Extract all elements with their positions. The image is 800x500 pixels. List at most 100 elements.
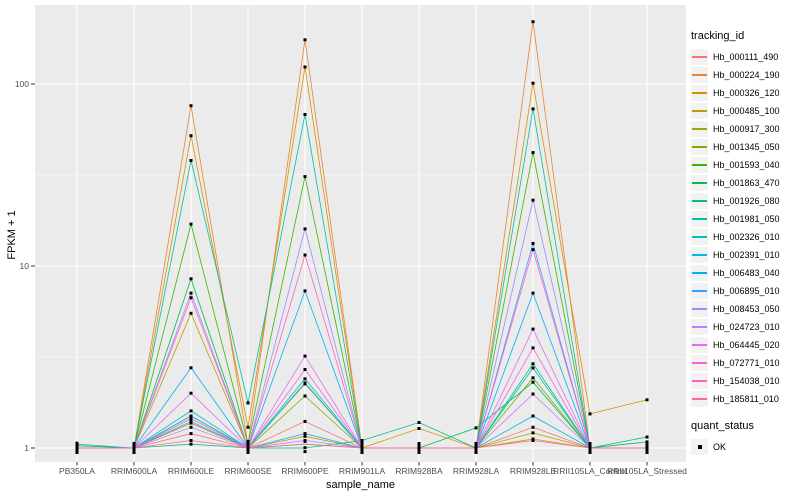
data-point: [303, 450, 307, 454]
legend-item-label: Hb_185811_010: [713, 394, 779, 404]
data-point: [303, 446, 307, 450]
legend-line-swatch: [692, 74, 707, 76]
data-point: [303, 38, 307, 42]
data-point: [246, 448, 250, 452]
data-point: [417, 447, 421, 451]
data-point: [132, 444, 136, 448]
legend-item-label: Hb_064445_020: [713, 340, 780, 350]
data-point: [531, 291, 535, 295]
data-point: [531, 439, 535, 442]
legend-item-label: Hb_002391_010: [713, 250, 780, 260]
data-point: [531, 107, 535, 111]
legend-key-line-icon: [691, 301, 708, 317]
data-point: [360, 449, 364, 453]
data-point: [189, 159, 193, 162]
legend-key-line-icon: [691, 175, 708, 191]
data-point: [303, 227, 307, 231]
data-point: [303, 65, 307, 69]
data-point: [189, 277, 193, 281]
legend-item-label: Hb_000485_100: [713, 106, 780, 116]
legend-item-label: OK: [713, 442, 727, 452]
data-point: [588, 449, 592, 453]
legend-key-line-icon: [691, 283, 708, 299]
legend-item: Hb_000485_100: [691, 102, 797, 120]
legend-item: Hb_008453_050: [691, 300, 797, 318]
legend-key-line-icon: [691, 391, 708, 407]
legend-key-line-icon: [691, 229, 708, 245]
data-point: [417, 427, 421, 430]
data-point: [75, 442, 79, 446]
legend-item: Hb_000917_300: [691, 120, 797, 138]
data-point: [645, 448, 649, 452]
legend-item: Hb_154038_010: [691, 372, 797, 390]
x-tick-label: RRIM928LE: [510, 466, 557, 476]
legend-line-swatch: [692, 380, 707, 382]
data-point: [474, 426, 478, 430]
data-point: [189, 296, 193, 300]
legend-item: Hb_001345_050: [691, 138, 797, 156]
x-tick-label: RRIM600LA: [111, 466, 158, 476]
data-point: [417, 443, 421, 447]
data-point: [303, 253, 307, 257]
data-point: [246, 425, 250, 429]
data-point: [246, 442, 250, 445]
data-point: [303, 289, 307, 293]
legend-line-swatch: [692, 128, 707, 130]
data-point: [645, 444, 649, 448]
data-point: [75, 450, 79, 454]
legend-item-label: Hb_001345_050: [713, 142, 780, 152]
legend-item: Hb_001863_470: [691, 174, 797, 192]
data-point: [189, 391, 193, 395]
legend-key-line-icon: [691, 247, 708, 263]
data-point: [531, 20, 535, 24]
x-tick-label: RRIM901LA: [339, 466, 386, 476]
legend-item: Hb_185811_010: [691, 390, 797, 408]
data-point: [645, 442, 649, 445]
data-point: [531, 431, 535, 435]
tracking-id-legend-items: Hb_000111_490 Hb_000224_190 Hb_000326_120 H…: [691, 48, 797, 408]
data-point: [645, 435, 649, 439]
data-point: [531, 346, 535, 350]
data-point: [531, 414, 535, 418]
data-point: [132, 442, 136, 445]
data-point: [189, 311, 193, 315]
legend-line-swatch: [692, 56, 707, 58]
legend-item-label: Hb_006895_010: [713, 286, 780, 296]
legend-line-swatch: [692, 398, 707, 400]
x-tick-label: RRIM600LE: [168, 466, 215, 476]
quant-status-legend: quant_status OK: [691, 420, 797, 456]
legend-item-label: Hb_000224_190: [713, 70, 780, 80]
data-point: [246, 439, 250, 443]
x-tick-label: PB350LA: [59, 466, 95, 476]
x-tick-label: RRIM928BA: [395, 466, 443, 476]
legend-item-label: Hb_154038_010: [713, 376, 780, 386]
data-point: [189, 222, 193, 226]
legend-line-swatch: [692, 110, 707, 112]
data-point: [645, 398, 649, 402]
x-tick-label: RRII105LA_Control: [553, 466, 627, 476]
data-point: [360, 442, 364, 445]
data-point: [246, 445, 250, 449]
legend-title-tracking-id: tracking_id: [691, 30, 745, 42]
legend-item: Hb_002326_010: [691, 228, 797, 246]
legend-key-line-icon: [691, 85, 708, 101]
legend-item-label: Hb_001926_080: [713, 196, 780, 206]
legend-item: Hb_000224_190: [691, 66, 797, 84]
legend-item-label: Hb_000111_490: [713, 52, 779, 62]
data-point: [531, 366, 535, 370]
legend-line-swatch: [692, 272, 707, 274]
legend-line-swatch: [692, 344, 707, 346]
data-point: [474, 442, 478, 446]
legend-line-swatch: [692, 290, 707, 292]
legend-line-swatch: [692, 200, 707, 202]
data-point: [417, 442, 421, 445]
legend-line-swatch: [692, 182, 707, 184]
legend-item: Hb_006483_040: [691, 264, 797, 282]
legend-key-line-icon: [691, 319, 708, 335]
data-point: [531, 81, 535, 85]
legend-item: Hb_064445_020: [691, 336, 797, 354]
legend-item: Hb_002391_010: [691, 246, 797, 264]
data-point: [531, 198, 535, 202]
x-tick-label: RRIM928LA: [453, 466, 500, 476]
